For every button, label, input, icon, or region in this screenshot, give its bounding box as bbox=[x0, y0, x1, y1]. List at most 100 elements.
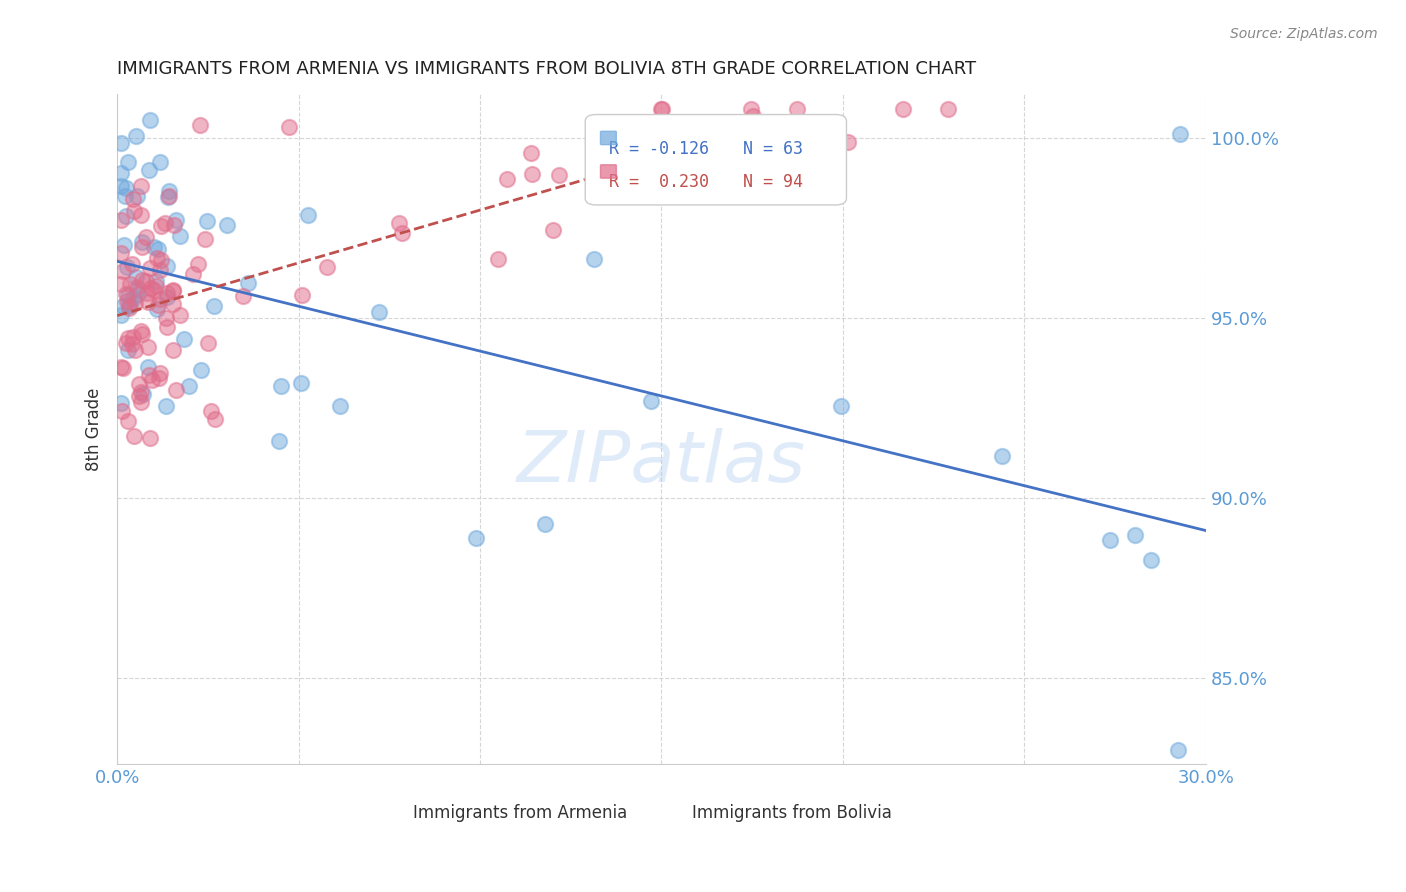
Point bbox=[118, 277, 141, 292]
FancyBboxPatch shape bbox=[600, 165, 616, 178]
Point bbox=[115, 181, 138, 195]
Point bbox=[124, 343, 146, 358]
Point bbox=[127, 287, 149, 301]
Point bbox=[195, 214, 218, 228]
Point bbox=[111, 264, 134, 278]
Point bbox=[128, 389, 150, 403]
Point bbox=[139, 112, 162, 127]
Point bbox=[520, 146, 543, 161]
Point bbox=[204, 412, 226, 426]
Point bbox=[139, 261, 162, 276]
Point bbox=[162, 296, 184, 310]
Point bbox=[122, 429, 145, 443]
Point bbox=[1167, 743, 1189, 757]
Point bbox=[110, 179, 132, 194]
Point bbox=[149, 155, 172, 169]
Point bbox=[125, 280, 148, 294]
Point bbox=[651, 102, 673, 116]
Text: Immigrants from Bolivia: Immigrants from Bolivia bbox=[692, 805, 891, 822]
Point bbox=[173, 332, 195, 346]
Point bbox=[136, 340, 159, 354]
Point bbox=[138, 162, 160, 177]
Point bbox=[157, 190, 180, 204]
Point bbox=[387, 217, 409, 231]
Point bbox=[145, 279, 167, 293]
Point bbox=[149, 292, 172, 306]
Point bbox=[232, 289, 254, 303]
Point bbox=[155, 311, 177, 326]
Point bbox=[278, 120, 301, 134]
Point bbox=[215, 219, 238, 233]
Point bbox=[122, 330, 145, 344]
Point bbox=[165, 383, 187, 397]
Point bbox=[486, 252, 509, 266]
Point bbox=[124, 296, 146, 310]
Point bbox=[139, 431, 162, 445]
Point bbox=[128, 376, 150, 391]
Point bbox=[131, 273, 153, 287]
Point bbox=[162, 284, 184, 298]
Point bbox=[110, 395, 132, 409]
Point bbox=[145, 274, 167, 288]
Point bbox=[146, 301, 169, 316]
Point bbox=[135, 274, 157, 288]
Point bbox=[125, 270, 148, 285]
Point bbox=[111, 361, 134, 376]
Point bbox=[156, 286, 179, 301]
Point bbox=[131, 235, 153, 249]
Point bbox=[291, 287, 314, 301]
Point bbox=[169, 308, 191, 322]
Y-axis label: 8th Grade: 8th Grade bbox=[86, 388, 103, 471]
Point bbox=[1123, 528, 1146, 542]
Point bbox=[290, 376, 312, 390]
Point bbox=[136, 295, 159, 310]
Point bbox=[936, 102, 959, 116]
Point bbox=[1168, 127, 1191, 141]
Point bbox=[129, 384, 152, 399]
Point bbox=[131, 178, 153, 193]
Point bbox=[118, 301, 141, 315]
Point bbox=[117, 260, 139, 274]
Point bbox=[547, 168, 569, 182]
Point bbox=[675, 153, 697, 168]
Point bbox=[131, 327, 153, 342]
Text: N = 63: N = 63 bbox=[742, 140, 803, 158]
Point bbox=[541, 223, 564, 237]
Point bbox=[110, 404, 132, 418]
Point bbox=[990, 449, 1012, 463]
Point bbox=[110, 212, 132, 227]
Point bbox=[117, 288, 139, 302]
Point bbox=[169, 229, 191, 244]
Point bbox=[163, 219, 186, 233]
Point bbox=[122, 204, 145, 219]
Point bbox=[197, 336, 219, 351]
Point bbox=[188, 118, 211, 132]
Text: R = -0.126: R = -0.126 bbox=[609, 140, 709, 158]
Point bbox=[156, 320, 179, 334]
Point bbox=[141, 281, 163, 295]
Point bbox=[132, 386, 155, 401]
Point bbox=[114, 189, 136, 203]
Point bbox=[149, 366, 172, 380]
Point bbox=[149, 263, 172, 277]
FancyBboxPatch shape bbox=[585, 114, 846, 205]
Point bbox=[129, 324, 152, 338]
Point bbox=[650, 102, 672, 116]
Point bbox=[194, 231, 217, 245]
Point bbox=[520, 167, 543, 181]
Point bbox=[117, 155, 139, 169]
Point bbox=[115, 209, 138, 223]
Point bbox=[187, 257, 209, 271]
Point bbox=[183, 267, 205, 281]
Text: R =  0.230: R = 0.230 bbox=[609, 173, 709, 192]
Point bbox=[131, 240, 153, 254]
Point bbox=[136, 359, 159, 374]
Point bbox=[1099, 533, 1122, 548]
Point bbox=[146, 243, 169, 257]
Point bbox=[111, 299, 134, 313]
Point bbox=[1139, 553, 1161, 567]
FancyBboxPatch shape bbox=[600, 131, 616, 145]
Point bbox=[236, 276, 259, 290]
Point bbox=[156, 259, 179, 273]
Text: IMMIGRANTS FROM ARMENIA VS IMMIGRANTS FROM BOLIVIA 8TH GRADE CORRELATION CHART: IMMIGRANTS FROM ARMENIA VS IMMIGRANTS FR… bbox=[117, 60, 976, 78]
